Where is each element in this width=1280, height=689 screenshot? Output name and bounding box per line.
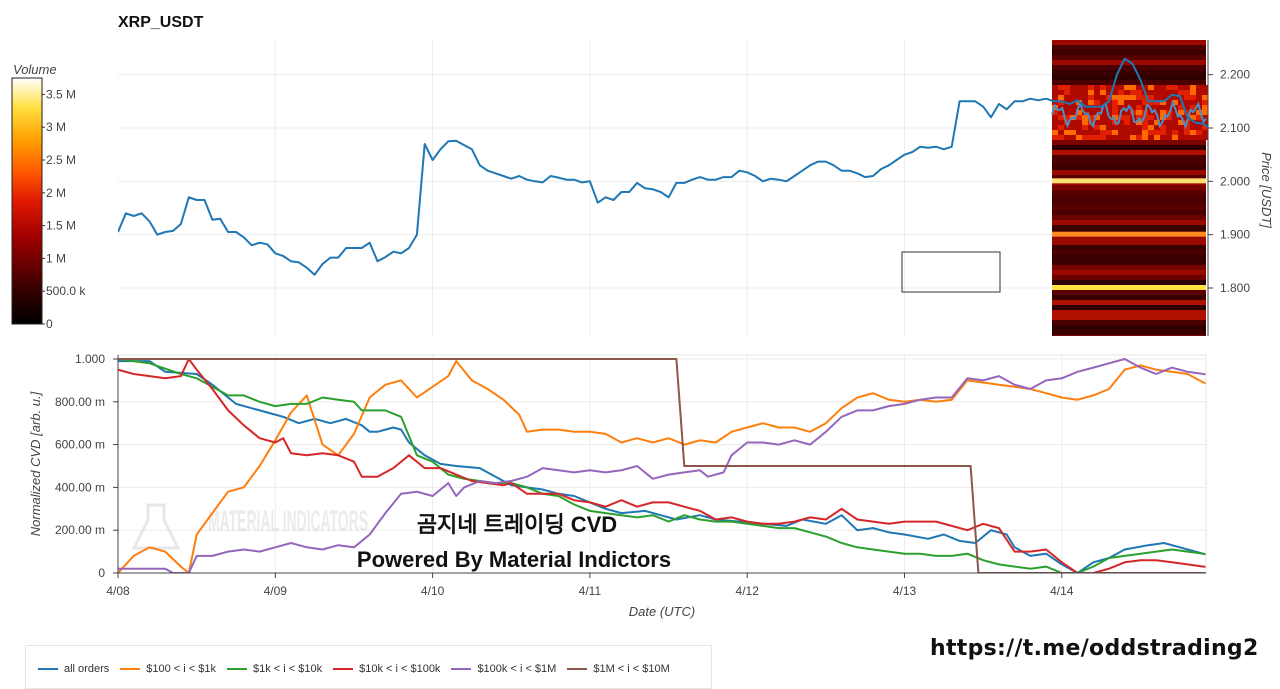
x-tick-label: 4/09 — [264, 584, 288, 598]
telegram-link[interactable]: https://t.me/oddstrading2 — [930, 636, 1259, 661]
colorbar-tick-label: 3.5 M — [46, 87, 76, 101]
overlay-powered-by: Powered By Material Indictors — [357, 547, 671, 572]
price-tick-label: 1.800 — [1220, 281, 1250, 295]
x-tick-label: 4/11 — [579, 584, 602, 598]
cvd-y-axis-title: Normalized CVD [arb. u.] — [28, 391, 43, 536]
material-indicators-watermark: MATERIAL INDICATORS — [131, 503, 368, 550]
overlay-title-ko: 곰지네 트레이딩 CVD — [417, 512, 617, 537]
watermark-text: MATERIAL INDICATORS — [208, 505, 368, 538]
cvd-y-tick-label: 600.00 m — [55, 438, 105, 452]
x-tick-label: 4/14 — [1050, 584, 1074, 598]
x-tick-label: 4/12 — [736, 584, 760, 598]
price-tick-label: 2.100 — [1220, 121, 1250, 135]
legend-swatch — [120, 668, 141, 670]
cvd-y-tick-label: 400.00 m — [55, 480, 105, 494]
colorbar-label: Volume — [13, 62, 57, 77]
colorbar-tick-label: 2 M — [46, 186, 66, 200]
price-tick-label: 2.000 — [1220, 174, 1250, 188]
cvd-series-line — [118, 360, 1206, 573]
price-tick-label: 1.900 — [1220, 228, 1250, 242]
cvd-series-line — [118, 360, 1206, 573]
legend-swatch — [451, 668, 472, 670]
legend-label: $1k < i < $10k — [252, 663, 323, 675]
x-tick-label: 4/10 — [421, 584, 445, 598]
colorbar-tick-label: 500.0 k — [46, 284, 86, 298]
legend-item[interactable]: $1k < i < $10k — [226, 663, 323, 675]
x-axis-title: Date (UTC) — [629, 604, 695, 619]
zoom-box — [901, 251, 1001, 293]
legend-label: $10k < i < $100k — [359, 663, 441, 675]
price-panel: 2.200 2.100 2.000 1.900 1.800 Price [USDT] — [118, 40, 1274, 336]
legend: all orders $100 < i < $1k $1k < i < $10k $1… — [25, 645, 712, 689]
orderbook-heatmap — [1051, 40, 1208, 336]
legend-swatch — [333, 668, 354, 670]
volume-colorbar: Volume 3.5 M 3 M 2.5 M 2 M 1.5 M 1 M 500.0 k 0 — [11, 62, 86, 331]
cvd-series-line — [118, 358, 1206, 573]
legend-swatch — [226, 668, 247, 670]
legend-swatch — [567, 668, 588, 670]
colorbar-tick-label: 2.5 M — [46, 153, 76, 167]
chart-title: XRP_USDT — [118, 14, 204, 31]
x-tick-label: 4/08 — [106, 584, 130, 598]
heatmap-price-line — [1051, 99, 1207, 130]
cvd-series-line — [118, 358, 1206, 573]
cvd-series-line — [118, 358, 1206, 573]
price-line — [118, 57, 1208, 276]
cvd-y-tick-label: 0 — [98, 566, 105, 580]
legend-label: $100k < i < $1M — [477, 663, 557, 675]
legend-item[interactable]: $1M < i < $10M — [567, 663, 670, 675]
cvd-y-tick-label: 1.000 — [75, 352, 105, 366]
legend-item[interactable]: all orders — [38, 663, 109, 675]
legend-item[interactable]: $10k < i < $100k — [333, 663, 440, 675]
colorbar-tick-label: 1 M — [46, 251, 66, 265]
price-tick-label: 2.200 — [1220, 68, 1250, 82]
colorbar-tick-label: 3 M — [46, 120, 66, 134]
colorbar-tick-label: 1.5 M — [46, 219, 76, 233]
cvd-y-tick-label: 200.00 m — [55, 523, 105, 537]
legend-label: $100 < i < $1k — [146, 663, 216, 675]
colorbar-tick-label: 0 — [46, 317, 53, 331]
x-tick-label: 4/13 — [893, 584, 917, 598]
cvd-panel: MATERIAL INDICATORS 1.000 800.00 m 600.00 … — [28, 352, 1207, 619]
legend-swatch — [38, 668, 58, 670]
cvd-y-tick-label: 800.00 m — [55, 395, 105, 409]
legend-label: $1M < i < $10M — [593, 663, 670, 675]
legend-item[interactable]: $100k < i < $1M — [451, 663, 556, 675]
legend-label: all orders — [64, 663, 110, 675]
cvd-series-line — [118, 358, 1206, 573]
legend-item[interactable]: $100 < i < $1k — [120, 663, 216, 675]
price-axis-title: Price [USDT] — [1259, 152, 1274, 228]
